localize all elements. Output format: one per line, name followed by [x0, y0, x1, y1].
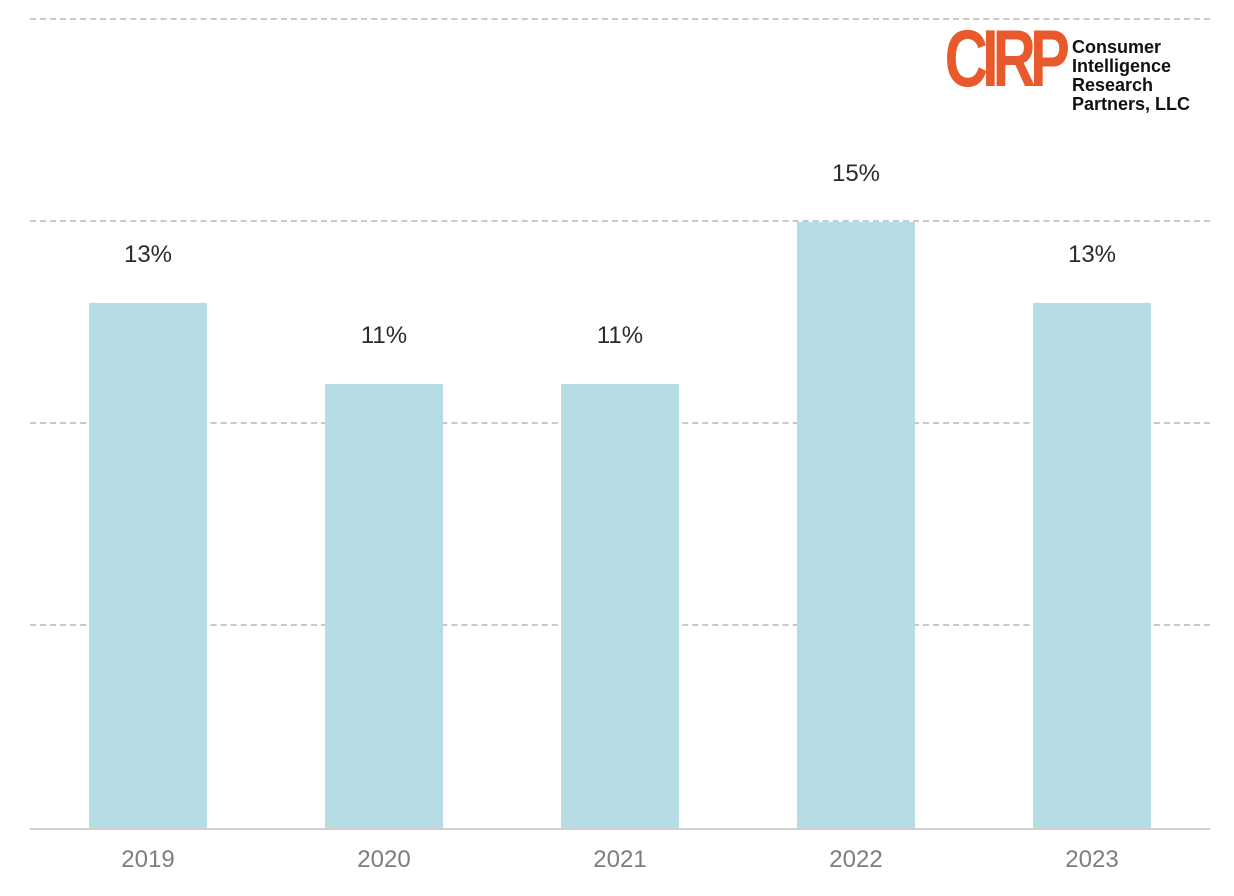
cirp-logo-mark: CIRP — [945, 25, 1064, 91]
bar — [561, 384, 679, 828]
cirp-logo-line: Research — [1072, 76, 1190, 95]
cirp-logo-line: Intelligence — [1072, 57, 1190, 76]
bar — [325, 384, 443, 828]
bar-value-label: 11% — [597, 322, 643, 350]
bar — [89, 303, 207, 828]
x-axis-label: 2020 — [357, 846, 410, 874]
cirp-logo-line: Consumer — [1072, 38, 1190, 57]
bar-value-label: 13% — [124, 241, 172, 269]
x-axis-label: 2023 — [1065, 846, 1118, 874]
cirp-logo-text: ConsumerIntelligenceResearchPartners, LL… — [1072, 34, 1190, 114]
cirp-logo: CIRP ConsumerIntelligenceResearchPartner… — [945, 34, 1190, 114]
bar — [1033, 303, 1151, 828]
plot-area: 13% 11% 11% 15% 13% — [30, 20, 1210, 830]
x-axis-label: 2021 — [593, 846, 646, 874]
x-axis-label: 2019 — [121, 846, 174, 874]
bar — [797, 222, 915, 828]
gridline — [30, 220, 1210, 222]
bar-value-label: 11% — [361, 322, 407, 350]
cirp-logo-line: Partners, LLC — [1072, 95, 1190, 114]
bar-chart: 13% 11% 11% 15% 13% 2019 2020 2021 2022 2023 CIR… — [0, 0, 1234, 896]
bar-value-label: 13% — [1068, 241, 1116, 269]
x-axis-label: 2022 — [829, 846, 882, 874]
bar-value-label: 15% — [832, 160, 880, 188]
